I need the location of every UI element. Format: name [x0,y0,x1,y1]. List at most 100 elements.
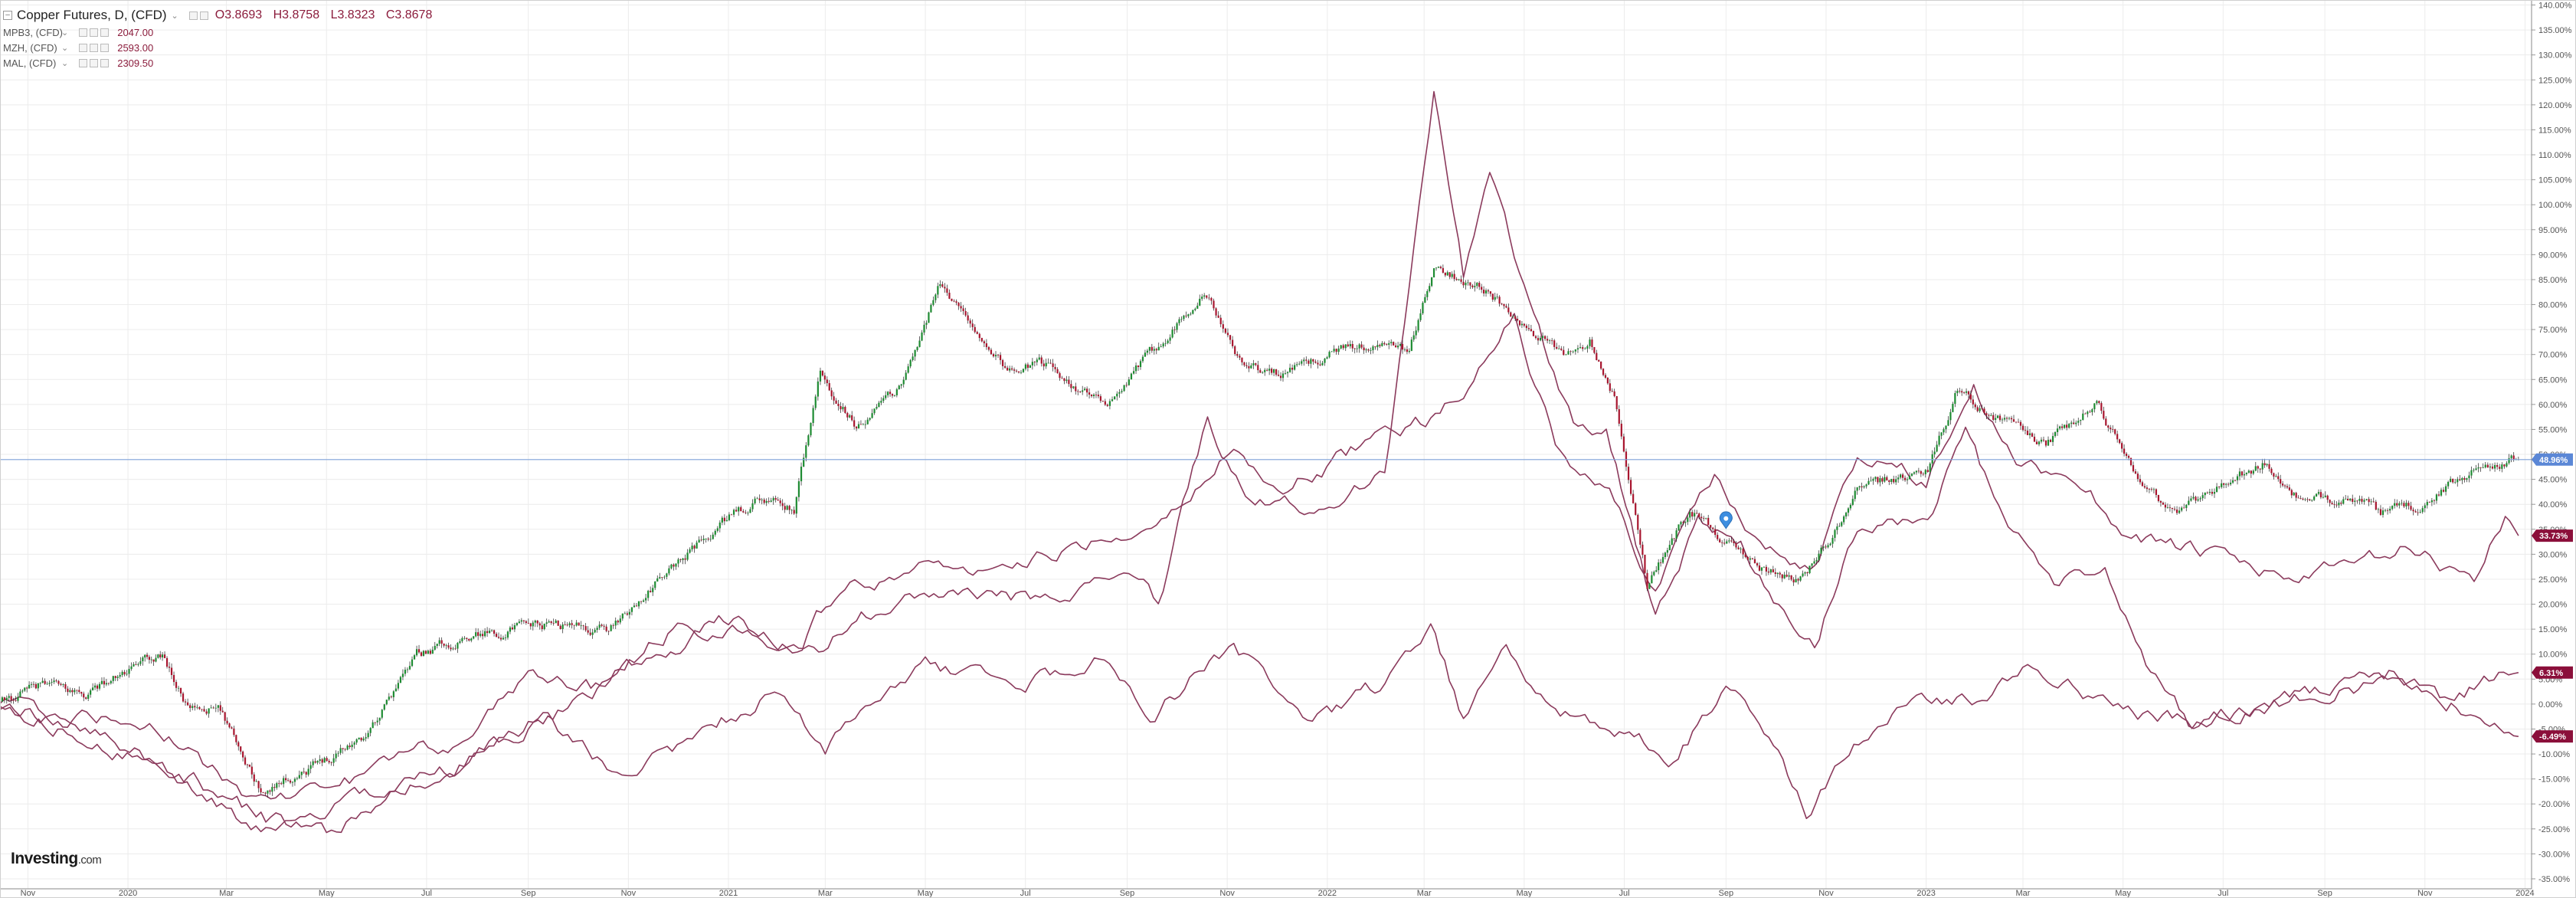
candle [2047,436,2050,447]
candle-body [2358,499,2361,501]
investing-logo[interactable]: Investing.com [11,850,102,868]
candle-body [1264,369,1266,372]
close-icon[interactable] [100,58,110,67]
candle [691,542,693,552]
candle-body [175,682,178,688]
candle-body [2266,464,2268,466]
candle [1183,314,1185,321]
legend-sub-symbol[interactable]: MAL, (CFD) [3,57,57,69]
candle [1,696,4,703]
candle [2012,415,2015,422]
settings-icon[interactable] [90,58,99,67]
candle [1661,552,1664,565]
candle-body [1268,369,1271,371]
close-icon[interactable] [199,11,208,20]
candle [1843,515,1845,525]
candle-body [1886,477,1888,480]
candle [520,618,522,625]
candle-body [1349,343,1351,346]
candle-body [532,622,534,627]
candle [309,761,312,774]
candle-body [1811,563,1813,566]
chevron-down-icon[interactable]: ⌄ [61,28,69,38]
candle [610,624,612,632]
candle-body [2105,418,2107,426]
candle [1365,348,1367,353]
candle-body [728,514,731,520]
candle-body [2070,422,2073,424]
candle-body [934,294,937,300]
candle [980,337,983,342]
eye-icon[interactable] [79,28,88,37]
settings-icon[interactable] [90,43,99,52]
candle-body [2356,500,2358,502]
eye-icon[interactable] [79,43,88,52]
candle [1658,559,1660,575]
candle-body [1744,554,1746,557]
candle-body [1092,395,1095,397]
candle-body [1224,328,1226,333]
candle-body [1052,363,1054,368]
candle-body [262,792,264,793]
candle [1360,341,1363,349]
candle [1831,535,1834,548]
legend-sub-symbol[interactable]: MPB3, (CFD) [3,26,63,38]
candle [779,497,781,506]
settings-icon[interactable] [188,11,198,20]
y-tick-label: 110.00% [2538,151,2571,160]
candle-body [790,510,793,511]
candle [1291,364,1294,374]
candle [1563,346,1565,356]
candle [709,535,712,542]
candle [152,659,155,666]
x-tick-label: Jul [421,889,432,898]
close-icon[interactable] [100,28,110,37]
candle-body [1920,471,1922,474]
candle [1401,340,1404,354]
candle [1335,348,1337,355]
candle [2107,424,2110,432]
y-tick-label: 120.00% [2538,101,2572,110]
candle [3,696,5,703]
candle-body [1881,478,1884,482]
candle [1243,362,1245,367]
candle [2277,472,2280,482]
candle-body [1043,363,1045,367]
candle-body [447,645,450,648]
chevron-down-icon[interactable]: ⌄ [61,58,69,68]
candle [1317,359,1319,369]
candle [1870,476,1872,482]
candle-body [2280,479,2282,484]
candle-body [857,424,860,429]
candle-body [2221,483,2223,487]
x-tick-label: Mar [818,889,833,898]
candle-body [885,395,887,398]
legend-main-symbol[interactable]: Copper Futures, D, (CFD) [17,8,167,22]
candle-body [1370,350,1372,351]
candle [712,532,714,540]
collapse-icon[interactable]: – [3,11,12,20]
candle-body [1543,336,1547,339]
candle [573,624,575,630]
candle [1651,571,1653,584]
candle-body [686,552,689,560]
candle [2171,507,2174,513]
settings-icon[interactable] [90,28,99,37]
candle [2119,438,2121,444]
chevron-down-icon[interactable]: ⌄ [61,43,69,53]
candle-body [2326,495,2329,500]
chevron-down-icon[interactable]: ⌄ [171,11,178,21]
candle [1668,540,1671,551]
eye-icon[interactable] [79,58,88,67]
legend-sub-symbol[interactable]: MZH, (CFD) [3,41,57,54]
candle-body [1086,388,1088,393]
candle-body [647,591,650,598]
candle-body [1546,339,1549,341]
candle [2073,418,2075,424]
candle [339,744,342,755]
y-tick-label: 25.00% [2538,575,2568,585]
candle-body [165,657,169,667]
close-icon[interactable] [100,43,110,52]
candle-body [1099,396,1102,401]
